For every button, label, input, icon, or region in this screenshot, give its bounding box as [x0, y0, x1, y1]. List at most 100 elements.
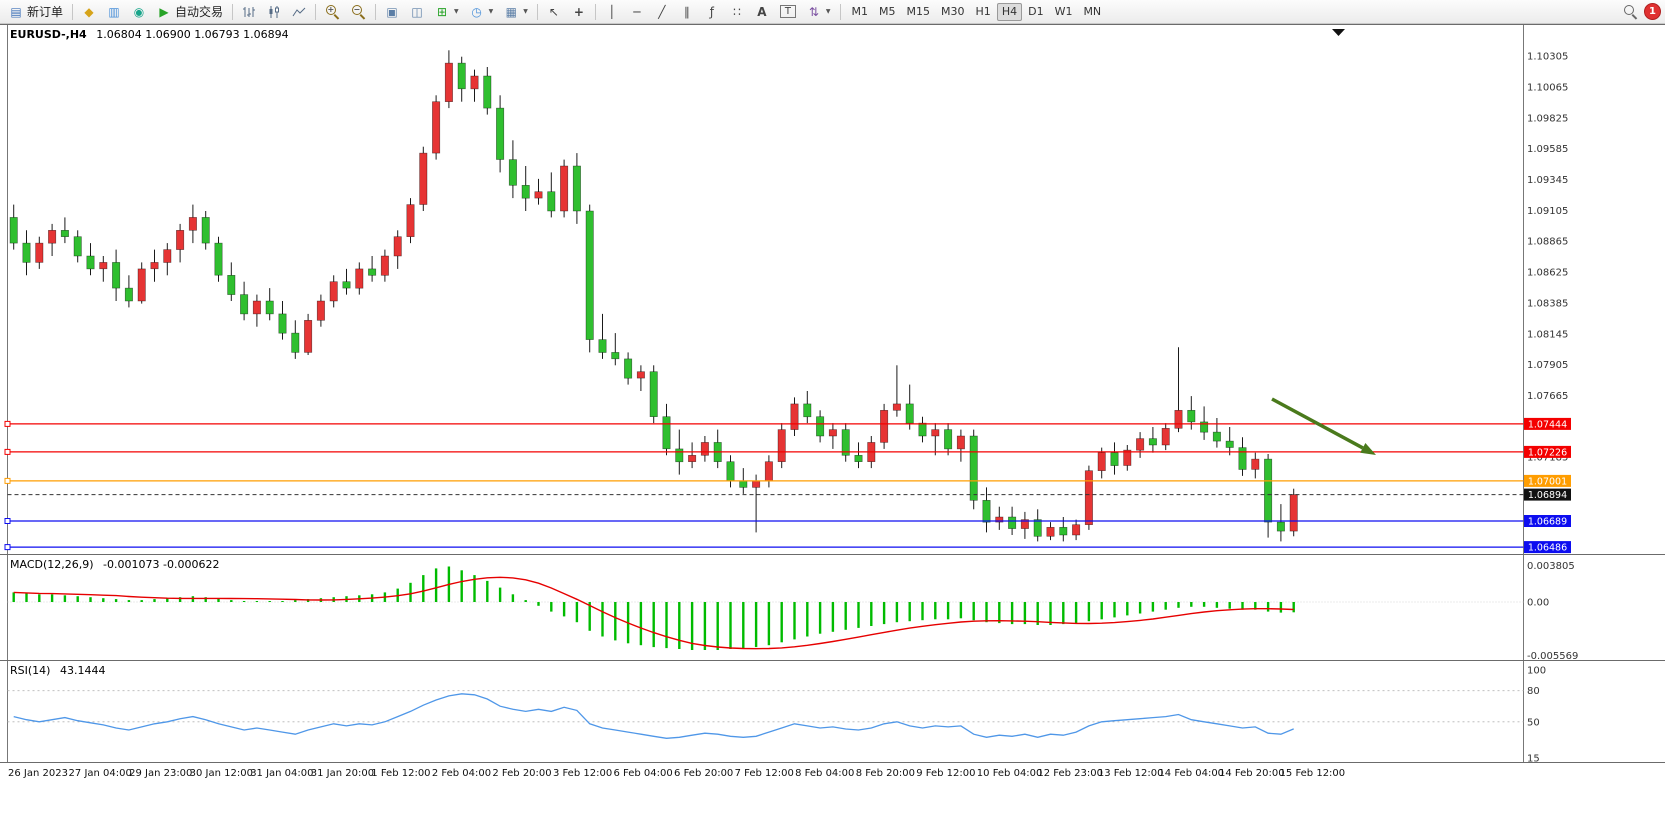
macd-values: -0.001073 -0.000622: [103, 558, 220, 571]
crosshair-tool-button[interactable]: +: [567, 2, 591, 22]
dropdown-caret-icon: ▼: [825, 8, 831, 15]
time-axis-label: 6 Feb 20:00: [674, 768, 734, 779]
line-chart-icon: [292, 7, 306, 16]
svg-text:1.09825: 1.09825: [1527, 113, 1568, 124]
auto-trading-label: 自动交易: [175, 5, 224, 19]
svg-text:1.09105: 1.09105: [1527, 206, 1568, 217]
rsi-panel[interactable]: 100 80 50 15: [0, 660, 1665, 763]
time-axis-label: 13 Feb 12:00: [1097, 768, 1164, 779]
main-chart-panel[interactable]: 1.10305 1.10065 1.09825 1.09585 1.09345 1.091…: [0, 24, 1665, 555]
time-axis-label: 1 Feb 12:00: [371, 768, 431, 779]
bar-chart-icon: [243, 6, 256, 17]
metaquotes-button[interactable]: ◆: [77, 2, 101, 22]
community-icon: ◉: [133, 4, 145, 19]
current-price-line: 1.06894: [7, 488, 1571, 501]
dropdown-caret-icon: ▼: [523, 8, 528, 15]
trendline-tool-button[interactable]: ╱: [650, 2, 674, 22]
time-axis-label: 30 Jan 12:00: [189, 768, 253, 779]
svg-text:1.09345: 1.09345: [1527, 175, 1568, 186]
time-axis-label: 14 Feb 20:00: [1219, 768, 1285, 779]
macd-panel[interactable]: 0.003805 0.00 -0.005569: [0, 554, 1665, 661]
profiles-clock-icon: ◷: [471, 4, 482, 19]
timeframe-M5[interactable]: M5: [874, 3, 901, 21]
svg-text:1.07444: 1.07444: [1528, 419, 1567, 430]
time-axis-label: 31 Jan 20:00: [310, 768, 375, 779]
notification-badge[interactable]: 1: [1644, 3, 1661, 20]
pointer-tool-button[interactable]: ↖: [542, 2, 566, 22]
channel-icon: ∥: [683, 4, 690, 19]
time-axis-label: 6 Feb 04:00: [613, 768, 673, 779]
time-axis-label: 2 Feb 20:00: [492, 768, 552, 779]
auto-trading-button[interactable]: ▶ 自动交易: [152, 2, 228, 22]
toolbar-separator: [594, 3, 596, 20]
candlestick-chart-button[interactable]: [262, 2, 286, 22]
zoom-in-button[interactable]: +: [320, 2, 345, 22]
chart-shift-marker[interactable]: [1332, 29, 1345, 36]
pointer-icon: ↖: [548, 4, 559, 19]
time-axis[interactable]: 26 Jan 2023 27 Jan 04:00 29 Jan 23:00 30 Ja…: [0, 762, 1665, 788]
zoom-out-button[interactable]: −: [346, 2, 371, 22]
rsi-line: [13, 693, 1294, 739]
svg-text:1.08625: 1.08625: [1527, 268, 1568, 279]
svg-text:0.00: 0.00: [1527, 598, 1549, 609]
new-chart-button[interactable]: ⊞ ▼: [430, 2, 464, 22]
time-axis-label: 27 Jan 04:00: [68, 768, 132, 779]
zoom-in-icon: +: [325, 4, 340, 19]
time-axis-label: 3 Feb 12:00: [552, 768, 613, 779]
price-axis-labels: 1.10305 1.10065 1.09825 1.09585 1.09345 1.091…: [1527, 52, 1568, 464]
cycle-lines-icon: ∷: [733, 4, 741, 19]
community-button[interactable]: ◉: [127, 2, 151, 22]
svg-text:1.06486: 1.06486: [1528, 543, 1567, 554]
vertical-line-tool-button[interactable]: │: [600, 2, 624, 22]
time-axis-label: 8 Feb 20:00: [855, 768, 915, 779]
rsi-title: RSI(14) 43.1444: [10, 664, 105, 677]
horizontal-line-tool-button[interactable]: ─: [625, 2, 649, 22]
text-label-tool-button[interactable]: T: [775, 2, 801, 22]
profiles-button[interactable]: ◷ ▼: [465, 2, 499, 22]
cycle-lines-tool-button[interactable]: ∷: [725, 2, 749, 22]
text-tool-button[interactable]: A: [750, 2, 774, 22]
horizontal-level-lines[interactable]: 1.07444 1.07226 1.07001 1.06689 1.06486: [4, 417, 1571, 554]
bar-chart-button[interactable]: [237, 2, 261, 22]
svg-text:1.07226: 1.07226: [1528, 447, 1567, 458]
new-order-button[interactable]: ▤ 新订单: [4, 2, 68, 22]
svg-text:50: 50: [1527, 717, 1540, 728]
time-axis-label: 8 Feb 04:00: [795, 768, 855, 779]
search-button[interactable]: [1618, 2, 1643, 22]
trend-arrow[interactable]: [1271, 397, 1376, 455]
svg-text:1.07185: 1.07185: [1527, 453, 1568, 464]
timeframe-M30[interactable]: M30: [936, 3, 970, 21]
market-watch-button[interactable]: ▥: [102, 2, 126, 22]
trendline-icon: ╱: [658, 4, 666, 19]
time-axis-label: 12 Feb 23:00: [1037, 768, 1103, 779]
timeframe-H1[interactable]: H1: [971, 3, 996, 21]
tile-windows-button[interactable]: ▣: [380, 2, 404, 22]
toolbar-separator: [839, 3, 841, 20]
timeframe-M1[interactable]: M1: [847, 3, 874, 21]
svg-text:0.003805: 0.003805: [1527, 561, 1575, 572]
auto-trading-icon: ▶: [159, 4, 169, 19]
channel-tool-button[interactable]: ∥: [675, 2, 699, 22]
new-chart-icon: ⊞: [437, 4, 448, 19]
toolbar: ▤ 新订单 ◆ ▥ ◉ ▶ 自动交易 + − ▣ ◫ ⊞ ▼ ◷ ▼ ▦ ▼: [0, 0, 1665, 24]
arrows-tool-button[interactable]: ⇅ ▼: [802, 2, 836, 22]
line-chart-button[interactable]: [287, 2, 311, 22]
indicators-button[interactable]: ▦ ▼: [499, 2, 533, 22]
timeframe-D1[interactable]: D1: [1023, 3, 1048, 21]
time-axis-label: 9 Feb 12:00: [916, 768, 976, 779]
tile-windows-icon: ▣: [386, 4, 398, 19]
svg-text:1.10065: 1.10065: [1527, 82, 1568, 93]
timeframe-MN[interactable]: MN: [1078, 3, 1106, 21]
new-order-icon: ▤: [10, 4, 22, 19]
cascade-windows-button[interactable]: ◫: [405, 2, 429, 22]
timeframe-M15[interactable]: M15: [902, 3, 936, 21]
macd-histogram: [12, 566, 1295, 650]
svg-text:1.07905: 1.07905: [1527, 360, 1568, 371]
fibonacci-tool-button[interactable]: ƒ: [700, 2, 724, 22]
timeframe-H4[interactable]: H4: [996, 2, 1023, 21]
time-axis-label: 7 Feb 12:00: [734, 768, 794, 779]
svg-text:1.10305: 1.10305: [1527, 52, 1568, 63]
dropdown-caret-icon: ▼: [454, 8, 459, 15]
timeframe-W1[interactable]: W1: [1050, 3, 1078, 21]
svg-text:1.07665: 1.07665: [1527, 391, 1568, 402]
